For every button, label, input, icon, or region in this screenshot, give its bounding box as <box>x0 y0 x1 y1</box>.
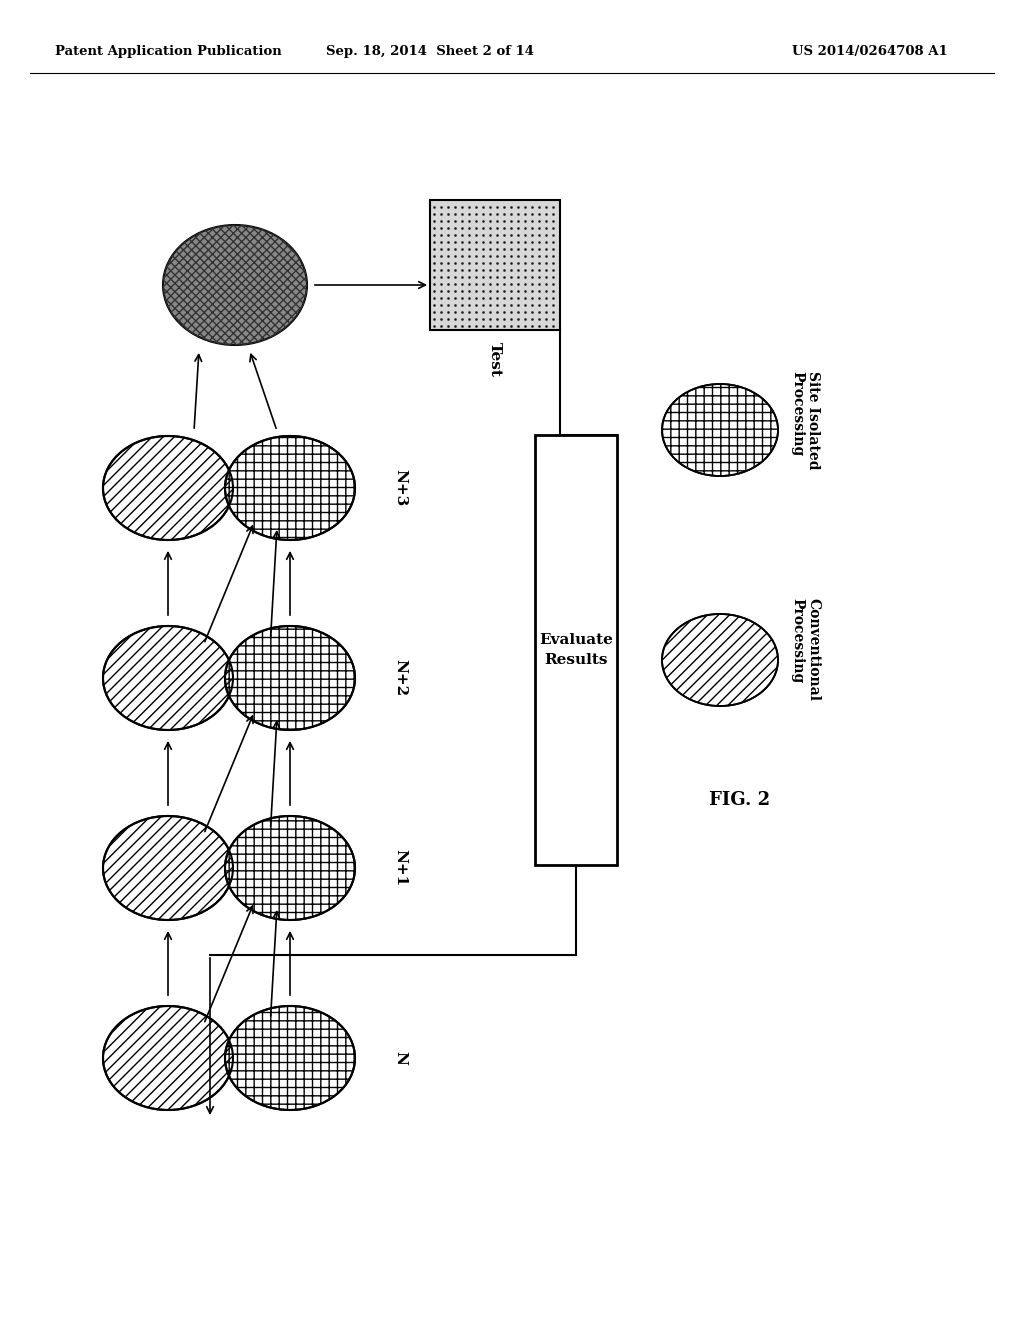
Text: Sep. 18, 2014  Sheet 2 of 14: Sep. 18, 2014 Sheet 2 of 14 <box>326 45 534 58</box>
Text: Test: Test <box>488 342 502 378</box>
Ellipse shape <box>662 384 778 477</box>
Ellipse shape <box>103 626 233 730</box>
Text: FIG. 2: FIG. 2 <box>710 791 771 809</box>
Text: Site Isolated
Processing: Site Isolated Processing <box>790 371 820 469</box>
Ellipse shape <box>225 816 355 920</box>
Text: N: N <box>393 1051 407 1065</box>
Text: N+3: N+3 <box>393 470 407 507</box>
Ellipse shape <box>225 1006 355 1110</box>
Ellipse shape <box>103 1006 233 1110</box>
Ellipse shape <box>225 626 355 730</box>
Text: US 2014/0264708 A1: US 2014/0264708 A1 <box>793 45 948 58</box>
Text: N+1: N+1 <box>393 849 407 887</box>
Ellipse shape <box>163 224 307 345</box>
Bar <box>535 436 617 865</box>
Ellipse shape <box>103 436 233 540</box>
Text: Conventional
Processing: Conventional Processing <box>790 598 820 701</box>
Text: Patent Application Publication: Patent Application Publication <box>55 45 282 58</box>
Ellipse shape <box>662 614 778 706</box>
Ellipse shape <box>103 816 233 920</box>
Text: N+2: N+2 <box>393 660 407 697</box>
Text: Evaluate
Results: Evaluate Results <box>539 634 613 667</box>
Ellipse shape <box>225 436 355 540</box>
Bar <box>430 201 560 330</box>
